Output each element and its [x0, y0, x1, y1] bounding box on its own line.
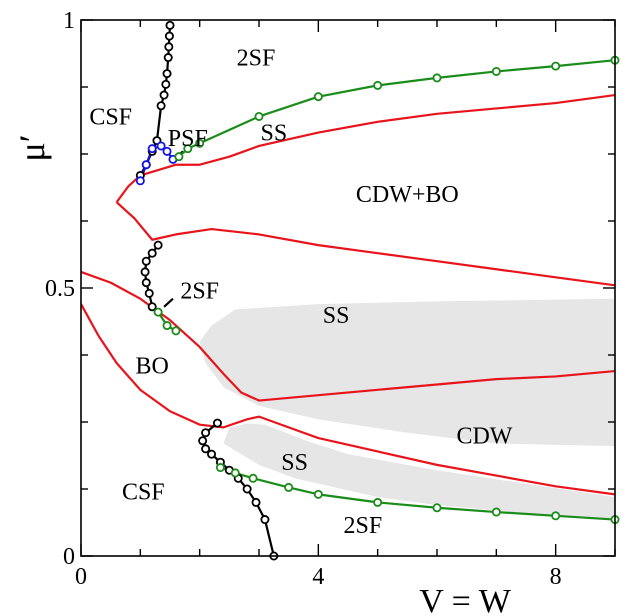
black-marker-9-7: [153, 240, 163, 250]
black-marker-12-4: [242, 484, 252, 494]
shaded-region-2: [223, 423, 615, 520]
region-label: 2SF: [343, 513, 382, 539]
black-marker-9-4: [140, 267, 150, 277]
region-label: SS: [260, 121, 287, 147]
region-label: SS: [281, 450, 308, 476]
blue-marker-6-1: [135, 176, 145, 186]
y-tick-label: 1: [63, 8, 75, 34]
black-boundary-line-10: [163, 297, 174, 308]
black-marker-12-10: [198, 436, 208, 446]
black-marker-9-3: [141, 278, 151, 288]
y-tick-label: 0.5: [45, 276, 75, 302]
green-marker-13-8: [491, 507, 501, 517]
green-marker-13-4: [284, 482, 294, 492]
black-marker-9-5: [141, 256, 151, 266]
green-marker-8-3: [195, 138, 205, 148]
black-marker-12-8: [207, 449, 217, 459]
green-marker-11-1: [153, 307, 163, 317]
black-marker-5-7: [161, 79, 171, 89]
green-marker-13-6: [373, 497, 383, 507]
black-marker-12-9: [201, 444, 211, 454]
red-boundary-line-1: [115, 201, 615, 287]
blue-marker-6-4: [156, 141, 166, 151]
red-boundary-line-4: [81, 303, 615, 496]
black-marker-12-11: [201, 428, 211, 438]
shaded-region-1: [199, 298, 615, 447]
black-marker-9-1: [147, 302, 157, 312]
black-marker-5-9: [163, 53, 173, 63]
blue-marker-6-5: [162, 146, 172, 156]
region-label: CDW+BO: [356, 182, 459, 208]
region-label: CSF: [122, 480, 165, 506]
region-label: CDW: [456, 423, 512, 449]
blue-marker-6-3: [147, 144, 157, 154]
green-marker-8-4: [254, 111, 264, 121]
x-tick-label: 8: [550, 564, 562, 590]
x-tick-label: 4: [312, 564, 324, 590]
blue-marker-6-2: [141, 160, 151, 170]
data-markers: [135, 20, 620, 561]
green-marker-13-1: [215, 463, 225, 473]
axis-ticks: 0 4 8 0 0.5 1: [45, 8, 616, 590]
green-marker-8-6: [373, 80, 383, 90]
y-tick-label: 0: [63, 544, 75, 570]
green-marker-8-7: [432, 73, 442, 83]
green-marker-13-7: [432, 503, 442, 513]
region-label: SS: [323, 303, 350, 329]
region-label: CSF: [89, 104, 132, 130]
black-marker-12-3: [251, 497, 261, 507]
y-axis-label: μ′: [12, 134, 52, 161]
green-marker-13-3: [248, 473, 258, 483]
region-label: 2SF: [237, 46, 276, 72]
green-marker-13-9: [551, 511, 561, 521]
green-marker-13-5: [313, 489, 323, 499]
shaded-regions: [199, 298, 615, 520]
x-tick-label: 0: [75, 564, 87, 590]
black-marker-5-5: [156, 101, 166, 111]
green-boundary-line-8: [178, 59, 615, 158]
black-marker-9-6: [147, 248, 157, 258]
green-marker-8-9: [551, 61, 561, 71]
region-label: BO: [136, 354, 169, 380]
black-marker-5-6: [159, 90, 169, 100]
black-marker-5-12: [165, 20, 175, 30]
green-marker-8-2: [183, 144, 193, 154]
green-marker-8-5: [313, 92, 323, 102]
region-label: 2SF: [180, 279, 219, 305]
green-marker-11-2: [162, 321, 172, 331]
region-labels: 2SF CSF PSF SS CDW+BO 2SF SS BO CDW SS CSF 2SF: [89, 46, 512, 539]
black-marker-5-11: [164, 31, 174, 41]
green-marker-8-1: [174, 152, 184, 162]
red-boundary-line-3: [81, 270, 615, 402]
black-marker-5-10: [164, 42, 174, 52]
black-marker-12-2: [260, 515, 270, 525]
green-marker-11-3: [171, 326, 181, 336]
black-marker-9-2: [144, 288, 154, 298]
black-marker-5-8: [162, 69, 172, 79]
green-boundary-line-13: [220, 466, 615, 521]
black-marker-12-12: [212, 418, 222, 428]
x-axis-label: V = W: [419, 583, 512, 616]
green-marker-8-8: [491, 66, 501, 76]
region-label: PSF: [168, 126, 208, 152]
green-marker-13-2: [230, 468, 240, 478]
